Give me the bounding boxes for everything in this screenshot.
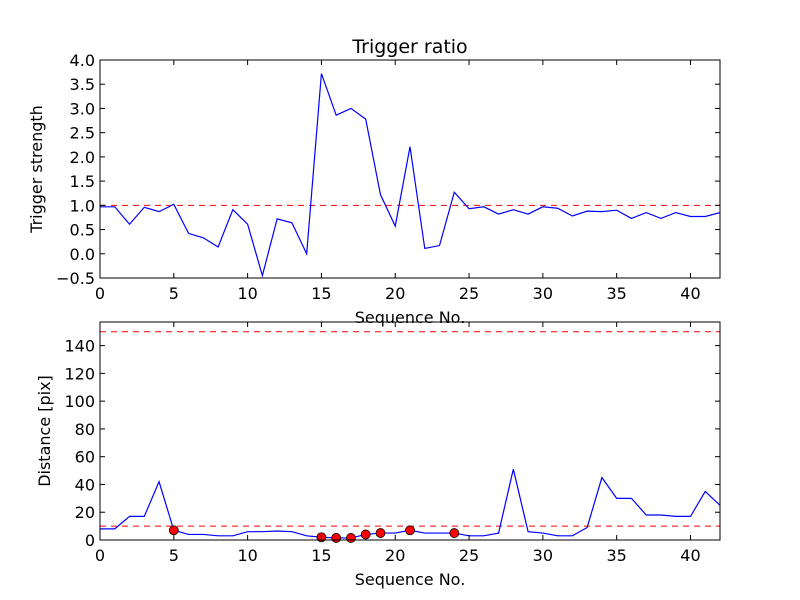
trigger-ratio-y-tick-label: 0.0 (70, 245, 95, 264)
trigger-ratio-y-tick-label: 1.5 (70, 172, 95, 191)
trigger-ratio-x-tick-label: 10 (237, 284, 257, 303)
trigger-ratio-y-tick-label: 0.5 (70, 221, 95, 240)
distance-x-tick-label: 5 (169, 546, 179, 565)
trigger-ratio-y-axis-label: Trigger strength (27, 105, 46, 234)
distance-y-tick-label: 120 (64, 364, 95, 383)
distance-data-point-marker (331, 533, 342, 543)
distance-y-axis-label: Distance [pix] (35, 375, 54, 487)
trigger-ratio-axes-frame (99, 59, 721, 279)
distance-data-point-marker (405, 525, 415, 536)
distance-panel: 0 5 10 15 20 25 30 35 40 0 20 40 60 80 100 120 140 Seque… (35, 321, 721, 589)
trigger-ratio-ticks: 0 5 10 15 20 25 30 35 40 −0.5 0.0 0.5 1.0 1.5 2.0 2.5 3.… (56, 51, 720, 303)
trigger-ratio-x-tick-label: 20 (385, 284, 405, 303)
trigger-ratio-y-tick-label: 2.0 (70, 148, 95, 167)
distance-x-tick-label: 40 (680, 546, 700, 565)
trigger-ratio-y-tick-label: 1.0 (70, 196, 95, 215)
distance-y-tick-label: 40 (75, 475, 95, 494)
trigger-ratio-x-axis-label: Sequence No. (355, 308, 466, 327)
distance-x-tick-label: 20 (385, 546, 405, 565)
trigger-ratio-x-tick-label: 15 (311, 284, 331, 303)
distance-x-tick-label: 25 (459, 546, 479, 565)
trigger-ratio-y-tick-label: 4.0 (70, 51, 95, 70)
trigger-ratio-x-tick-label: 40 (680, 284, 700, 303)
trigger-ratio-x-tick-label: 5 (169, 284, 179, 303)
trigger-ratio-series-line (100, 73, 720, 278)
distance-data-point-marker (449, 528, 460, 538)
distance-x-axis-label: Sequence No. (355, 570, 466, 589)
distance-ticks: 0 5 10 15 20 25 30 35 40 0 20 40 60 80 100 120 140 (64, 322, 720, 565)
distance-x-tick-label: 30 (533, 546, 553, 565)
trigger-ratio-x-tick-label: 25 (459, 284, 479, 303)
trigger-ratio-x-tick-label: 0 (95, 284, 105, 303)
distance-x-tick-label: 15 (311, 546, 331, 565)
distance-y-tick-label: 60 (75, 448, 95, 467)
distance-y-tick-label: 80 (75, 420, 95, 439)
trigger-ratio-x-tick-label: 30 (533, 284, 553, 303)
distance-data-point-marker (375, 528, 386, 538)
distance-axes-frame (99, 321, 721, 541)
distance-y-tick-label: 100 (64, 392, 95, 411)
distance-data-point-marker (168, 525, 179, 536)
distance-y-tick-label: 140 (64, 337, 95, 356)
trigger-ratio-x-tick-label: 35 (606, 284, 626, 303)
distance-y-tick-label: 20 (75, 503, 95, 522)
distance-x-tick-label: 10 (237, 546, 257, 565)
distance-data-point-marker (360, 529, 371, 540)
distance-data-point-marker (346, 533, 356, 543)
trigger-ratio-panel: Trigger ratio 0 5 10 15 20 25 30 35 40 −0.5 0.0 0.5… (27, 36, 721, 327)
chart-title: Trigger ratio (351, 36, 467, 58)
distance-x-tick-label: 35 (606, 546, 626, 565)
distance-y-tick-label: 0 (85, 531, 95, 550)
trigger-ratio-y-tick-label: 3.5 (70, 75, 95, 94)
trigger-ratio-y-tick-label: −0.5 (56, 269, 95, 288)
distance-x-tick-label: 0 (95, 546, 105, 565)
trigger-ratio-y-tick-label: 2.5 (70, 124, 95, 143)
trigger-ratio-plot-content (100, 73, 720, 278)
trigger-ratio-y-tick-label: 3.0 (70, 99, 95, 118)
